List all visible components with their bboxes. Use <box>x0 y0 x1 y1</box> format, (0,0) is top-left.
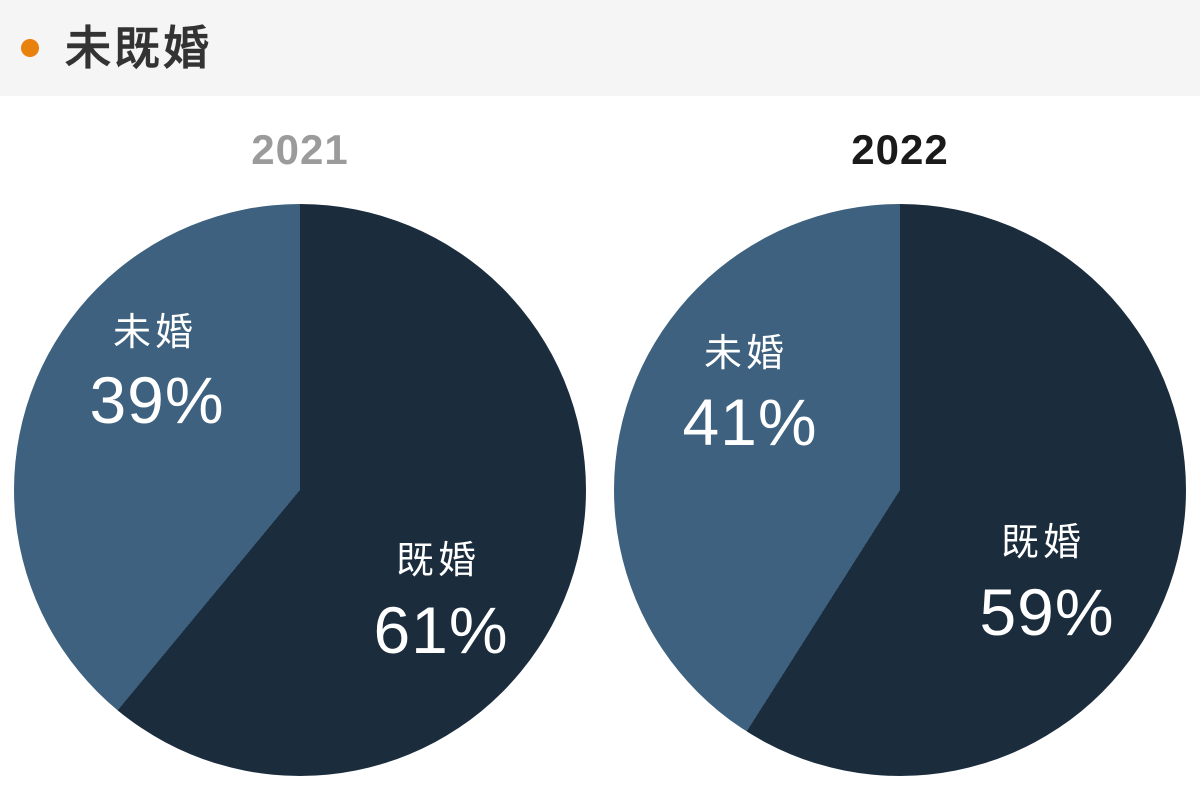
slice-percent-married: 59% <box>979 575 1115 649</box>
slice-label-unmarried: 未婚 <box>703 333 789 375</box>
pie-chart-2021: 2021 未婚 39% 既婚 61% <box>0 96 600 809</box>
slice-percent-unmarried: 39% <box>89 363 225 437</box>
page-title: 未既婚 <box>65 22 212 74</box>
pie-2022: 未婚 41% 既婚 59% <box>614 204 1186 776</box>
section-header: 未既婚 <box>0 0 1200 96</box>
pie-chart-2022: 2022 未婚 41% 既婚 59% <box>600 96 1200 809</box>
slice-label-married: 既婚 <box>395 540 481 582</box>
chart-title-2021: 2021 <box>251 126 349 173</box>
pie-2021: 未婚 39% 既婚 61% <box>14 204 586 776</box>
slice-percent-unmarried: 41% <box>682 385 818 459</box>
slice-label-married: 既婚 <box>1000 522 1086 564</box>
slice-percent-married: 61% <box>373 593 509 667</box>
chart-title-2022: 2022 <box>851 126 949 173</box>
bullet-icon <box>21 39 39 57</box>
slice-label-unmarried: 未婚 <box>112 312 198 354</box>
